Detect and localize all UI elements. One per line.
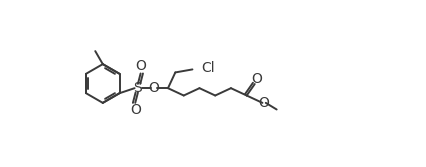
Text: O: O: [251, 72, 262, 86]
Text: Cl: Cl: [201, 61, 215, 75]
Text: O: O: [135, 59, 146, 73]
Text: O: O: [258, 96, 269, 110]
Text: S: S: [134, 81, 142, 95]
Text: O: O: [130, 103, 141, 117]
Text: O: O: [149, 81, 159, 95]
